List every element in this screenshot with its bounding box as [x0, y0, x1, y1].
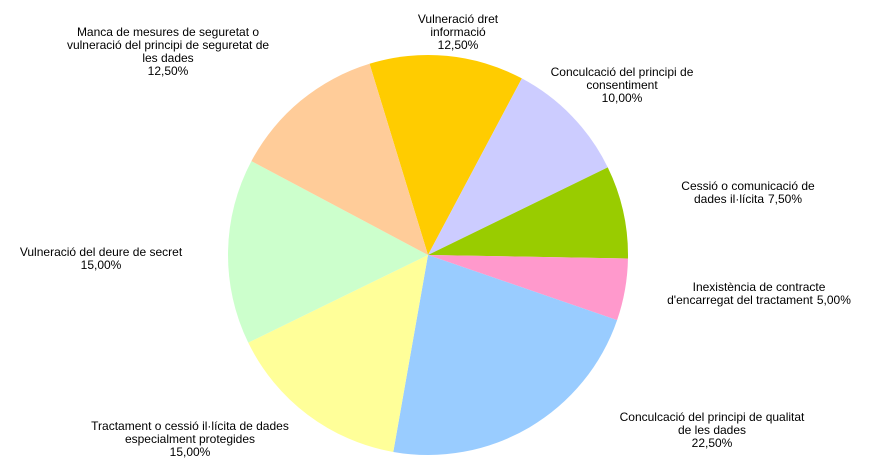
pie-slice [428, 167, 628, 259]
category-label: Conculcació del principi de consentiment [550, 65, 694, 92]
value-label: 5,00% [816, 293, 851, 307]
slice-label: Vulneració del deure de secret 15,00% [6, 246, 196, 272]
slice-label: Manca de mesures de seguretat o vulnerac… [61, 26, 276, 78]
value-label: 15,00% [169, 445, 211, 459]
category-label: Inexistència de contracte d'encarregat d… [667, 280, 826, 307]
pie-slice [428, 255, 628, 321]
pie-slice [227, 161, 428, 343]
pie-slice [428, 78, 608, 255]
slice-label: Conculcació del principi de qualitat de … [612, 411, 812, 450]
value-label: 15,00% [80, 258, 122, 272]
pie-slice [393, 255, 618, 455]
slice-label: Vulneració dret informació 12,50% [396, 13, 521, 52]
value-label: 12,50% [437, 38, 479, 52]
pie-slice [248, 255, 428, 452]
category-label: Conculcació del principi de qualitat de … [619, 410, 805, 437]
category-label: Cessió o comunicació de dades il·lícita [681, 179, 815, 206]
slice-label: Conculcació del principi de consentiment… [547, 66, 697, 105]
value-label: 22,50% [691, 436, 733, 450]
slice-label: Tractament o cessió il·lícita de dades e… [87, 420, 293, 459]
slice-label: Cessió o comunicació de dades il·lícita 7… [668, 180, 828, 206]
value-label: 7,50% [768, 192, 803, 206]
slice-label: Inexistència de contracte d'encarregat d… [664, 281, 854, 307]
category-label: Vulneració dret informació [417, 12, 499, 39]
pie-slice [251, 63, 428, 256]
value-label: 10,00% [601, 91, 643, 105]
category-label: Manca de mesures de seguretat o vulnerac… [66, 25, 270, 65]
category-label: Vulneració del deure de secret [19, 245, 183, 259]
category-label: Tractament o cessió il·lícita de dades e… [91, 419, 289, 446]
pie-slice [369, 55, 522, 255]
value-label: 12,50% [147, 64, 189, 78]
